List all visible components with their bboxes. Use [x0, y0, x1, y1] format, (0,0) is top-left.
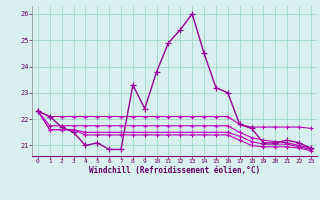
- X-axis label: Windchill (Refroidissement éolien,°C): Windchill (Refroidissement éolien,°C): [89, 166, 260, 175]
